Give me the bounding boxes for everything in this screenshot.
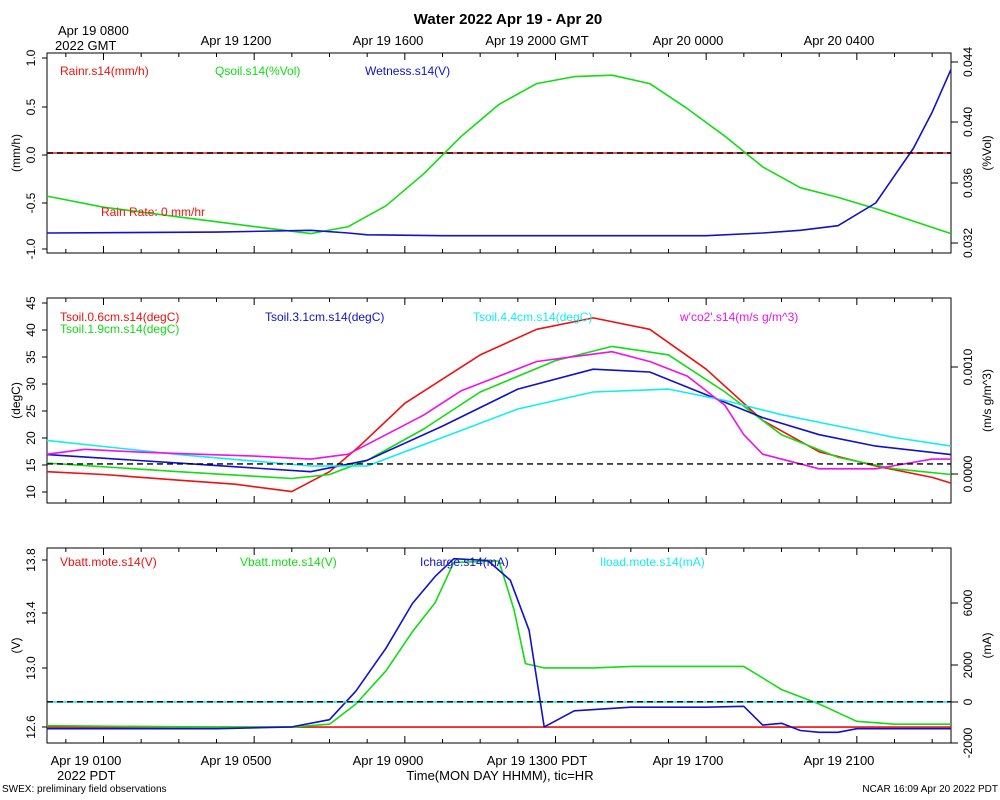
y-tick-label-right: 0.0010 <box>961 348 975 385</box>
y-tick-label-right: 6000 <box>961 589 975 616</box>
panel-frame <box>46 547 952 744</box>
bottom-axis-label: Apr 19 0900 <box>353 753 424 768</box>
top-axis-year-label: 2022 GMT <box>55 38 116 53</box>
y-tick-label-right: 0.044 <box>961 47 975 77</box>
legend-entry: Vbatt.mote.s14(V) <box>240 555 337 569</box>
y-axis-title-right: (mA) <box>980 633 994 659</box>
y-axis-title-right: (m/s g/m^3) <box>980 369 994 432</box>
top-axis-label: Apr 19 2000 GMT <box>485 33 588 48</box>
x-axis-title: Time(MON DAY HHMM), tic=HR <box>406 768 593 783</box>
y-tick-label-left: 13.4 <box>24 601 38 625</box>
bottom-axis-labels: Apr 19 0100 Apr 19 0500 Apr 19 0900 Apr 19 … <box>51 753 875 768</box>
y-tick-label-left: 10 <box>24 485 38 499</box>
bottom-axis-label: Apr 19 1700 <box>653 753 724 768</box>
y-tick-label-right: 0 <box>961 698 975 705</box>
series-line-green <box>46 345 952 480</box>
y-tick-label-left: 1.0 <box>24 49 38 66</box>
y-axis-title-left: (degC) <box>9 382 23 419</box>
series-line-blue <box>46 69 952 237</box>
bottom-axis-year-label: 2022 PDT <box>57 768 116 783</box>
y-tick-label-left: 15 <box>24 458 38 472</box>
rain-rate-annotation: Rain Rate: 0 mm/hr <box>101 205 205 219</box>
legend-entry: Tsoil.4.4cm.s14(degC) <box>473 310 592 324</box>
top-axis-label: Apr 20 0000 <box>653 33 724 48</box>
y-tick-label-left: -0.5 <box>24 192 38 213</box>
bottom-axis-label: Apr 19 2100 <box>804 753 875 768</box>
chart-title: Water 2022 Apr 19 - Apr 20 <box>414 11 602 28</box>
y-axis-title-right: (%Vol) <box>980 135 994 170</box>
y-tick-label-right: 0.040 <box>961 107 975 137</box>
top-axis-label: Apr 20 0400 <box>804 33 875 48</box>
y-tick-label-left: 0.5 <box>24 98 38 115</box>
legend-entry: Icharge.s14(mA) <box>420 555 509 569</box>
y-tick-label-left: -1.0 <box>24 238 38 259</box>
y-tick-label-left: 35 <box>24 350 38 364</box>
legend-entry: Qsoil.s14(%Vol) <box>215 64 300 78</box>
top-axis-label: Apr 19 1200 <box>201 33 272 48</box>
y-tick-label-left: 25 <box>24 404 38 418</box>
series-line-cyan <box>46 388 952 467</box>
bottom-axis-label: Apr 19 1300 PDT <box>487 753 588 768</box>
y-tick-label-right: 0.032 <box>961 228 975 258</box>
y-tick-label-left: 0.0 <box>24 146 38 163</box>
series-line-red <box>46 317 952 493</box>
y-tick-label-right: 2000 <box>961 651 975 678</box>
legend-entry: Rainr.s14(mm/h) <box>60 64 149 78</box>
top-axis-first-label: Apr 19 0800 <box>58 23 129 38</box>
legend-entry: w'co2'.s14(m/s g/m^3) <box>679 310 798 324</box>
series-line-blue <box>47 557 951 734</box>
y-tick-label-left: 13.0 <box>24 656 38 680</box>
y-tick-label-left: 45 <box>24 296 38 310</box>
y-tick-label-right: 0.0000 <box>961 455 975 492</box>
chart-panels: -1.0 -0.5 0.0 0.5 1.0 0.032 0.036 0.040 0.044 (mm… <box>9 47 994 759</box>
legend-entry: Tsoil.1.9cm.s14(degC) <box>60 322 179 336</box>
y-tick-label-left: 30 <box>24 377 38 391</box>
y-tick-label-right: -2000 <box>961 727 975 758</box>
panel-0: -1.0 -0.5 0.0 0.5 1.0 0.032 0.036 0.040 0.044 (mm… <box>9 47 994 260</box>
y-tick-label-left: 20 <box>24 431 38 445</box>
y-axis-title-left: (V) <box>9 638 23 654</box>
legend-entry: Iload.mote.s14(mA) <box>600 555 705 569</box>
footer-right: NCAR 16:09 Apr 20 2022 PDT <box>862 784 998 795</box>
top-axis-labels: Apr 19 1200 Apr 19 1600 Apr 19 2000 GMT Apr… <box>201 33 875 48</box>
legend-entry: Wetness.s14(V) <box>365 64 450 78</box>
legend-entry: Tsoil.3.1cm.s14(degC) <box>265 310 384 324</box>
y-tick-label-left: 13.8 <box>24 548 38 572</box>
bottom-axis-label: Apr 19 0100 <box>51 753 122 768</box>
y-tick-label-right: 0.036 <box>961 168 975 198</box>
y-axis-title-left: (mm/h) <box>9 134 23 172</box>
legend-entry: Tsoil.0.6cm.s14(degC) <box>60 310 179 324</box>
y-tick-label-left: 12.6 <box>24 715 38 739</box>
top-axis-label: Apr 19 1600 <box>353 33 424 48</box>
footer-left: SWEX: preliminary field observations <box>2 784 167 795</box>
series-line-blue <box>46 368 952 473</box>
panel-2: 12.6 13.0 13.4 13.8 -2000 0 2000 6000 (V) (mA) Vba… <box>9 547 994 758</box>
panel-frame <box>46 297 952 504</box>
panel-1: 10 15 20 25 30 35 40 45 0.0000 0.0010 (degC) (m/s g… <box>9 296 994 504</box>
y-tick-label-left: 40 <box>24 323 38 337</box>
bottom-axis-label: Apr 19 0500 <box>201 753 272 768</box>
series-line-magenta <box>46 350 951 470</box>
legend-entry: Vbatt.mote.s14(V) <box>60 555 157 569</box>
